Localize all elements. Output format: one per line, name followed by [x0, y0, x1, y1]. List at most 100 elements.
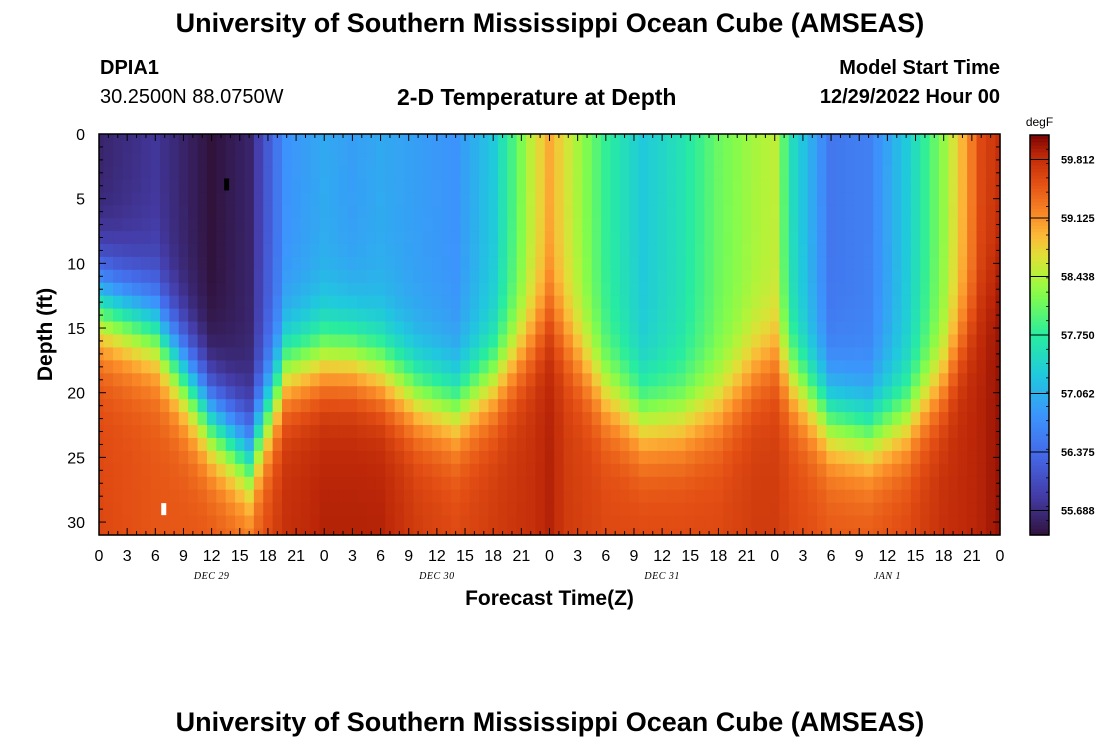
- heatmap-cell: [676, 153, 687, 167]
- heatmap-cell: [422, 218, 433, 232]
- heatmap-cell: [450, 166, 461, 180]
- heatmap-cell: [854, 450, 865, 465]
- heatmap-cell: [601, 218, 612, 232]
- heatmap-cell: [122, 269, 133, 284]
- heatmap-cell: [882, 295, 893, 310]
- heatmap-cell: [788, 515, 799, 530]
- heatmap-cell: [188, 282, 199, 297]
- heatmap-cell: [648, 360, 659, 374]
- heatmap-cell: [544, 347, 555, 361]
- heatmap-cell: [901, 334, 912, 349]
- heatmap-cell: [310, 412, 321, 426]
- heatmap-cell: [338, 334, 349, 349]
- colorbar-segment: [1030, 288, 1049, 293]
- heatmap-cell: [253, 347, 264, 361]
- heatmap-cell: [319, 179, 330, 193]
- page-title: University of Southern Mississippi Ocean…: [175, 8, 925, 38]
- heatmap-cell: [385, 166, 396, 180]
- heatmap-cell: [516, 179, 527, 193]
- heatmap-cell: [357, 450, 368, 465]
- heatmap-cell: [235, 269, 246, 284]
- heatmap-cell: [544, 360, 555, 374]
- heatmap-cell: [554, 218, 565, 232]
- heatmap-cell: [638, 321, 649, 336]
- heatmap-cell: [160, 205, 170, 219]
- heatmap-cell: [432, 437, 443, 452]
- heatmap-cell: [375, 386, 386, 400]
- heatmap-cell: [788, 489, 799, 504]
- heatmap-cell: [770, 192, 781, 206]
- heatmap-cell: [619, 256, 630, 271]
- heatmap-cell: [591, 269, 602, 284]
- heatmap-cell: [366, 373, 377, 387]
- heatmap-cell: [122, 373, 133, 387]
- colorbar-segment: [1030, 321, 1049, 326]
- heatmap-cell: [638, 334, 649, 349]
- heatmap-cell: [704, 192, 715, 206]
- heatmap-cell: [113, 218, 124, 232]
- heatmap-cell: [601, 243, 612, 258]
- heatmap-cell: [235, 386, 246, 400]
- heatmap-cell: [263, 231, 274, 245]
- heatmap-cell: [272, 192, 283, 206]
- colorbar-segment: [1030, 308, 1049, 313]
- heatmap-cell: [516, 269, 527, 284]
- heatmap-cell: [901, 166, 912, 180]
- heatmap-cell: [694, 192, 705, 206]
- heatmap-cell: [338, 256, 349, 271]
- heatmap-cell: [892, 243, 903, 258]
- heatmap-cell: [854, 515, 865, 530]
- heatmap-cell: [450, 515, 461, 530]
- heatmap-cell: [394, 295, 405, 310]
- heatmap-cell: [563, 334, 574, 349]
- heatmap-cell: [253, 476, 264, 491]
- heatmap-cell: [985, 373, 996, 387]
- heatmap-cell: [328, 308, 339, 323]
- heatmap-cell: [291, 269, 302, 284]
- heatmap-cell: [760, 179, 771, 193]
- heatmap-cell: [601, 373, 612, 387]
- heatmap-cell: [910, 321, 921, 336]
- heatmap-cell: [235, 489, 246, 504]
- heatmap-cell: [582, 399, 593, 413]
- heatmap-cell: [535, 282, 546, 297]
- heatmap-cell: [929, 399, 940, 413]
- heatmap-cell: [873, 140, 884, 155]
- heatmap-cell: [601, 515, 612, 530]
- heatmap-cell: [460, 425, 471, 439]
- heatmap-cell: [469, 166, 480, 180]
- heatmap-cell: [788, 308, 799, 323]
- heatmap-cell: [582, 269, 593, 284]
- heatmap-cell: [441, 334, 452, 349]
- heatmap-cell: [319, 243, 330, 258]
- heatmap-cell: [328, 463, 339, 478]
- heatmap-cell: [328, 269, 339, 284]
- heatmap-cell: [854, 166, 865, 180]
- x-tick-label: 3: [798, 548, 807, 565]
- heatmap-cell: [488, 515, 499, 530]
- heatmap-cell: [394, 386, 405, 400]
- heatmap-cell: [629, 166, 640, 180]
- heatmap-cell: [892, 295, 903, 310]
- heatmap-cell: [235, 450, 246, 465]
- heatmap-cell: [497, 231, 508, 245]
- heatmap-cell: [910, 218, 921, 232]
- heatmap-cell: [798, 502, 809, 517]
- heatmap-cell: [873, 412, 884, 426]
- heatmap-cell: [601, 476, 612, 491]
- heatmap-cell: [572, 373, 583, 387]
- heatmap-cell: [169, 166, 180, 180]
- heatmap-cell: [798, 179, 809, 193]
- heatmap-cell: [141, 412, 152, 426]
- heatmap-cell: [741, 373, 752, 387]
- heatmap-cell: [854, 321, 865, 336]
- heatmap-cell: [554, 515, 565, 530]
- heatmap-cell: [948, 463, 959, 478]
- heatmap-cell: [704, 450, 715, 465]
- heatmap-cell: [854, 153, 865, 167]
- heatmap-cell: [328, 153, 339, 167]
- heatmap-cell: [516, 308, 527, 323]
- heatmap-cell: [263, 179, 274, 193]
- heatmap-cell: [450, 399, 461, 413]
- heatmap-cell: [770, 179, 781, 193]
